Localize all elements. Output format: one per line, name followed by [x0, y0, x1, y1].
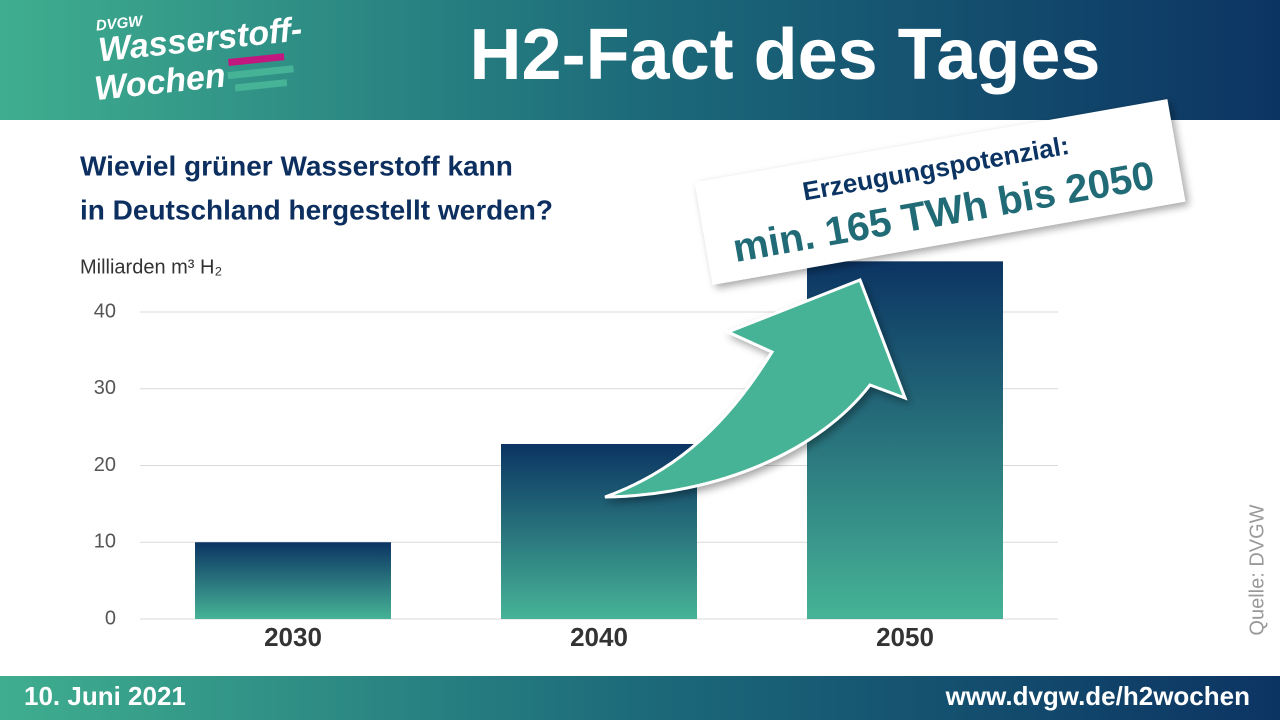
source: Quelle: DVGW — [1246, 504, 1268, 635]
header-title: H2-Fact des Tages — [470, 15, 1101, 95]
logo-org: DVGW — [95, 13, 145, 35]
logo-stripe — [234, 79, 288, 92]
arrow — [604, 278, 908, 499]
x-tick-label: 2040 — [570, 622, 628, 652]
header-band — [0, 0, 1280, 120]
footer-url: www.dvgw.de/h2wochen — [945, 681, 1250, 711]
bar — [195, 542, 391, 619]
y-tick-label: 0 — [105, 607, 116, 629]
x-tick-label: 2050 — [876, 622, 934, 652]
y-tick-label: 20 — [94, 454, 116, 476]
x-tick-label: 2030 — [264, 622, 322, 652]
y-tick-label: 30 — [94, 377, 116, 399]
y-tick-label: 10 — [94, 531, 116, 553]
logo-stripe — [228, 53, 285, 67]
logo-stripe — [227, 65, 294, 80]
footer-date: 10. Juni 2021 — [24, 681, 186, 711]
chart-title: Wieviel grüner Wasserstoff kann — [80, 150, 513, 181]
footer-band — [0, 676, 1280, 720]
y-axis-label: Milliarden m³ H₂ — [80, 256, 222, 278]
y-tick-label: 40 — [94, 300, 116, 322]
chart-title: in Deutschland hergestellt werden? — [80, 194, 553, 225]
callout-box — [694, 99, 1186, 285]
